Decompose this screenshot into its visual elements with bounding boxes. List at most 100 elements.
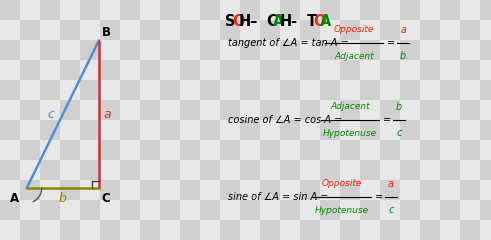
Bar <box>240 60 260 80</box>
Bar <box>440 100 460 120</box>
Bar <box>40 80 60 100</box>
Bar <box>240 200 260 220</box>
Bar <box>260 0 280 20</box>
Bar <box>20 160 40 180</box>
Bar <box>340 160 360 180</box>
Bar <box>340 40 360 60</box>
Bar <box>80 80 100 100</box>
Bar <box>0 120 20 140</box>
Bar <box>80 200 100 220</box>
Bar <box>260 140 280 160</box>
Bar <box>400 20 420 40</box>
Bar <box>420 180 440 200</box>
Bar <box>460 0 480 20</box>
Bar <box>0 220 20 240</box>
Bar <box>300 180 320 200</box>
Bar <box>180 80 200 100</box>
Bar <box>240 0 260 20</box>
Bar <box>0 160 20 180</box>
Bar <box>380 0 400 20</box>
Bar <box>220 60 240 80</box>
Bar <box>240 80 260 100</box>
Bar <box>300 220 320 240</box>
Bar <box>220 0 240 20</box>
Bar <box>220 160 240 180</box>
Bar <box>240 40 260 60</box>
Bar <box>220 20 240 40</box>
Bar <box>380 20 400 40</box>
Bar <box>180 200 200 220</box>
Text: tangent of ∠A = tan A =: tangent of ∠A = tan A = <box>228 38 349 48</box>
Bar <box>40 140 60 160</box>
Bar <box>160 100 180 120</box>
Bar <box>360 80 380 100</box>
Bar <box>480 100 491 120</box>
Bar <box>260 160 280 180</box>
Bar <box>20 60 40 80</box>
Bar <box>420 20 440 40</box>
Bar <box>80 60 100 80</box>
Bar <box>400 120 420 140</box>
Bar <box>340 120 360 140</box>
Bar <box>160 220 180 240</box>
Bar <box>220 100 240 120</box>
Bar <box>360 220 380 240</box>
Bar <box>320 120 340 140</box>
Bar <box>360 60 380 80</box>
Text: =: = <box>375 192 383 202</box>
Bar <box>20 220 40 240</box>
Bar <box>240 120 260 140</box>
Bar <box>360 100 380 120</box>
Bar <box>80 40 100 60</box>
Text: B: B <box>102 25 111 38</box>
Bar <box>220 220 240 240</box>
Bar <box>480 80 491 100</box>
Bar <box>20 180 40 200</box>
Bar <box>360 0 380 20</box>
Bar <box>380 180 400 200</box>
Bar <box>120 100 140 120</box>
Text: Opposite: Opposite <box>322 179 362 188</box>
Bar <box>480 160 491 180</box>
Bar <box>280 60 300 80</box>
Bar <box>200 0 220 20</box>
Bar <box>200 80 220 100</box>
Bar <box>340 140 360 160</box>
Text: Adjacent: Adjacent <box>334 52 374 61</box>
Text: sine of ∠A = sin A =: sine of ∠A = sin A = <box>228 192 328 202</box>
Bar <box>200 180 220 200</box>
Bar <box>460 140 480 160</box>
Text: A: A <box>273 14 284 29</box>
Bar <box>140 0 160 20</box>
Bar <box>180 40 200 60</box>
Bar <box>340 20 360 40</box>
Bar <box>340 100 360 120</box>
Bar <box>460 120 480 140</box>
Bar <box>420 80 440 100</box>
Bar <box>440 0 460 20</box>
Bar <box>300 20 320 40</box>
Bar <box>420 0 440 20</box>
Bar <box>320 220 340 240</box>
Bar <box>40 60 60 80</box>
Bar <box>0 100 20 120</box>
Text: b: b <box>400 51 406 61</box>
Text: -: - <box>286 14 302 29</box>
Bar <box>180 220 200 240</box>
Bar <box>340 0 360 20</box>
Bar <box>360 120 380 140</box>
Bar <box>220 40 240 60</box>
Bar <box>100 40 120 60</box>
Bar <box>320 180 340 200</box>
Bar <box>300 120 320 140</box>
Text: O: O <box>232 14 245 29</box>
Bar <box>300 80 320 100</box>
Bar <box>60 60 80 80</box>
Bar <box>240 180 260 200</box>
Text: H: H <box>279 14 292 29</box>
Bar <box>160 20 180 40</box>
Text: c: c <box>396 128 402 138</box>
Text: =: = <box>383 115 391 125</box>
Bar <box>60 160 80 180</box>
Bar <box>200 40 220 60</box>
